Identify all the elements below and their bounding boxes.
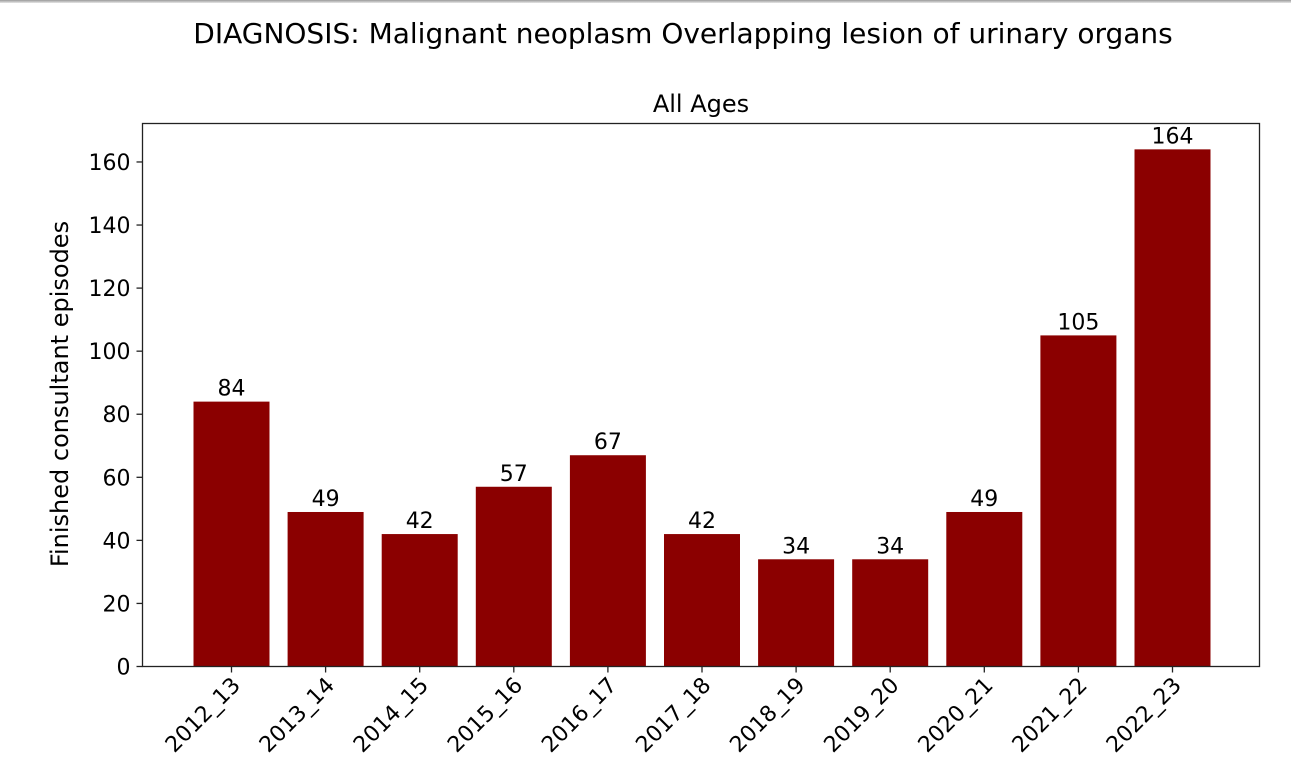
y-tick-label-140: 140 (89, 214, 131, 239)
y-tick-label-120: 120 (89, 277, 131, 302)
x-tick-label-2013_14: 2013_14 (255, 673, 340, 758)
y-tick-label-0: 0 (117, 656, 131, 681)
data-label-2014_15: 42 (406, 509, 434, 534)
x-tick-label-2022_23: 2022_23 (1102, 673, 1187, 758)
bar-2013_14 (287, 511, 364, 667)
chart-subtitle: All Ages (653, 90, 749, 118)
x-tick-label-2014_15: 2014_15 (349, 673, 434, 758)
data-label-2020_21: 49 (970, 487, 998, 512)
data-label-2018_19: 34 (782, 534, 810, 559)
bar-2022_23 (1134, 149, 1211, 667)
x-tick-label-2016_17: 2016_17 (537, 673, 622, 758)
window-top-edge (0, 0, 1291, 3)
x-tick-label-2012_13: 2012_13 (161, 673, 246, 758)
data-label-2012_13: 84 (218, 377, 246, 402)
bar-2015_16 (475, 486, 552, 667)
bar-2014_15 (381, 534, 458, 667)
bar-2018_19 (758, 559, 835, 667)
bar-2019_20 (852, 559, 929, 667)
data-label-2022_23: 164 (1152, 124, 1194, 149)
x-tick-label-2017_18: 2017_18 (631, 673, 716, 758)
data-label-2013_14: 49 (312, 487, 340, 512)
y-tick-label-40: 40 (103, 529, 131, 554)
data-label-2015_16: 57 (500, 462, 528, 487)
x-tick-label-2021_22: 2021_22 (1008, 673, 1093, 758)
bar-2016_17 (569, 455, 646, 667)
y-axis-label: Finished consultant episodes (46, 221, 74, 567)
data-label-2017_18: 42 (688, 509, 716, 534)
bar-2021_22 (1040, 335, 1117, 667)
x-tick-label-2020_21: 2020_21 (914, 673, 999, 758)
y-tick-label-100: 100 (89, 340, 131, 365)
data-label-2016_17: 67 (594, 430, 622, 455)
bar-2020_21 (946, 511, 1023, 667)
y-tick-label-80: 80 (103, 403, 131, 428)
chart-title: DIAGNOSIS: Malignant neoplasm Overlappin… (193, 17, 1172, 50)
bar-2012_13 (193, 401, 270, 667)
y-tick-label-160: 160 (89, 151, 131, 176)
x-tick-label-2019_20: 2019_20 (820, 673, 905, 758)
plot-frame (141, 122, 1261, 668)
data-label-2019_20: 34 (876, 534, 904, 559)
y-tick-label-20: 20 (103, 592, 131, 617)
bar-2017_18 (664, 534, 740, 667)
y-tick-label-60: 60 (103, 466, 131, 491)
x-tick-label-2015_16: 2015_16 (443, 673, 528, 758)
data-label-2021_22: 105 (1057, 310, 1099, 335)
x-tick-label-2018_19: 2018_19 (726, 673, 811, 758)
